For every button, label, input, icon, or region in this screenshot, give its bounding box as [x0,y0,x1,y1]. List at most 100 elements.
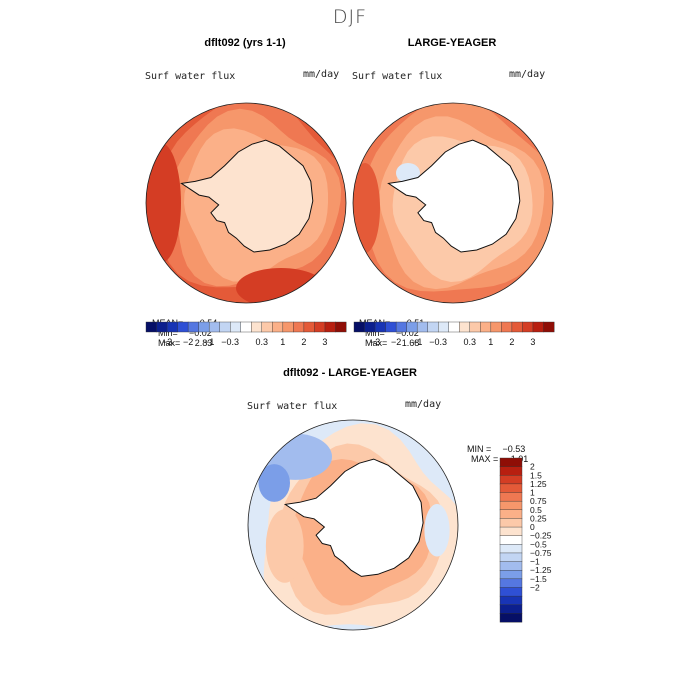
panel3-colorbar-tick-0: 2 [530,462,535,472]
panel1-units-label: mm/day [303,69,340,80]
panel2-colorbar-swatch-1 [364,321,376,333]
panel1-colorbar-swatch-10 [251,321,263,333]
panel3-colorbar-swatch-2 [499,475,523,485]
panel1-colorbar-tick-5: 1 [280,337,285,347]
panel3-colorbar-swatch-5 [499,500,523,511]
panel2-variable-label: Surf water flux [352,71,443,82]
panel3-colorbar-swatch-6 [499,509,523,519]
panel3-colorbar-tick-8: −0.25 [530,531,552,541]
panel2-colorbar-tick-6: 2 [509,337,514,347]
panel1-colorbar-swatch-15 [303,321,315,333]
panel1-colorbar-swatch-8 [230,321,242,333]
panel2-colorbar-tick-3: −0.3 [429,337,447,347]
panel2-colorbar-swatch-4 [395,321,408,333]
panel1-colorbar-swatch-11 [261,321,273,333]
panel2-colorbar-swatch-10 [459,321,471,333]
panel3-colorbar-swatch-13 [499,570,523,580]
panel3-min-label: MIN = [467,444,492,454]
panel1-colorbar-swatch-17 [324,321,336,333]
panel1-colorbar-swatch-14 [293,321,305,333]
panel2-max-label: Max= [365,338,388,348]
panel2-colorbar-swatch-6 [416,321,429,333]
panel1-colorbar-tick-7: 3 [322,337,327,347]
panel2-colorbar-swatch-13 [490,321,502,333]
panel3-colorbar-tick-1: 1.5 [530,470,542,480]
season-title: DJF [332,6,368,28]
panel3-colorbar-tick-13: −1.5 [530,574,547,584]
panel1-colorbar-swatch-2 [166,321,178,333]
panel3-colorbar-swatch-0 [499,457,523,468]
panel2-antarctica-outline [387,139,521,253]
panel3-colorbar-swatch-8 [499,526,523,537]
panel1-colorbar-tick-1: −2 [183,337,193,347]
panel1-colorbar-swatch-3 [177,321,189,333]
panel2-colorbar-swatch-2 [374,321,386,333]
panel3-colorbar-tick-14: −2 [530,583,540,593]
panel1-colorbar-tick-6: 2 [301,337,306,347]
panel2-colorbar-swatch-18 [543,321,555,333]
panel1-colorbar-tick-4: 0.3 [256,337,269,347]
panel3-colorbar-swatch-16 [499,595,523,606]
panel1-antarctica-outline [180,139,314,253]
panel2-title: LARGE-YEAGER [407,37,497,49]
panel1-colorbar-swatch-1 [156,321,168,333]
panel3-min-value: −0.53 [502,444,526,454]
panel1-max-label: Max= [158,338,181,348]
panel3-colorbar-swatch-3 [499,483,523,493]
panel2-colorbar-swatch-15 [511,321,523,333]
panel3-colorbar-swatch-15 [499,587,523,597]
panel1-colorbar-swatch-9 [240,321,252,333]
panel2-colorbar-tick-7: 3 [530,337,535,347]
panel2-colorbar-swatch-12 [480,321,492,333]
panel3-colorbar-tick-6: 0.25 [530,513,547,523]
panel1-variable-label: Surf water flux [145,71,236,82]
panel2-colorbar-swatch-3 [385,321,397,333]
panel3-colorbar-swatch-4 [499,492,523,502]
panel1-colorbar-swatch-16 [314,321,326,333]
panel3-colorbar-swatch-11 [499,552,523,562]
panel2-colorbar-swatch-5 [406,321,418,333]
panel3-contour-patch-1 [258,464,290,502]
panel2-colorbar-tick-1: −2 [391,337,401,347]
panel2-min-value: −0.02 [396,328,419,338]
panel2-colorbar-swatch-16 [522,321,534,333]
panel1-polar-map [145,102,347,304]
panel2-colorbar-swatch-8 [438,321,450,333]
panel3-colorbar-swatch-12 [499,561,523,571]
panel2-colorbar-swatch-9 [448,321,460,333]
panel1-title: dflt092 (yrs 1-1) [204,37,286,49]
panel1-colorbar-swatch-5 [198,321,210,333]
panel2-max-value: 1.68 [401,338,420,348]
panel3-max-label: MAX = [471,454,499,464]
panel2-colorbar-swatch-14 [501,321,513,333]
panel1-colorbar-tick-0: −3 [162,337,172,347]
panel3-colorbar-swatch-14 [499,578,523,588]
panel3-colorbar-swatch-17 [499,604,523,614]
panel2-colorbar-tick-2: −1 [412,337,422,347]
panel1-colorbar-swatch-6 [208,321,221,333]
panel3-colorbar-swatch-9 [499,535,523,545]
panel2-contour-patch-0 [353,163,380,253]
panel2-colorbar-swatch-11 [469,321,481,333]
panel3-antarctica-outline [283,458,424,577]
panel3-contour-patch-3 [265,509,304,583]
panel2-colorbar-tick-0: −3 [370,337,380,347]
panel1-map-border [145,102,347,304]
panel3-colorbar-tick-2: 1.25 [530,479,547,489]
panel1-colorbar-swatch-0 [145,321,157,333]
panel3-colorbar-tick-11: −1 [530,557,540,567]
panel3-colorbar-tick-4: 0.75 [530,496,547,506]
panel3-map-border [247,419,459,631]
panel3-colorbar-tick-9: −0.5 [530,539,547,549]
panel2-colorbar-swatch-0 [353,321,365,333]
panel1-colorbar-swatch-12 [272,321,284,333]
panel3-colorbar-tick-5: 0.5 [530,505,542,515]
panel3-colorbar-tick-3: 1 [530,488,535,498]
panel3-colorbar-tick-10: −0.75 [530,548,552,558]
panel2-min-label: Min= [365,328,385,338]
panel1-colorbar-swatch-7 [219,321,231,333]
panel2-map-border [352,102,554,304]
panel3-colorbar-tick-7: 0 [530,522,535,532]
panel3-colorbar-swatch-10 [499,544,523,554]
